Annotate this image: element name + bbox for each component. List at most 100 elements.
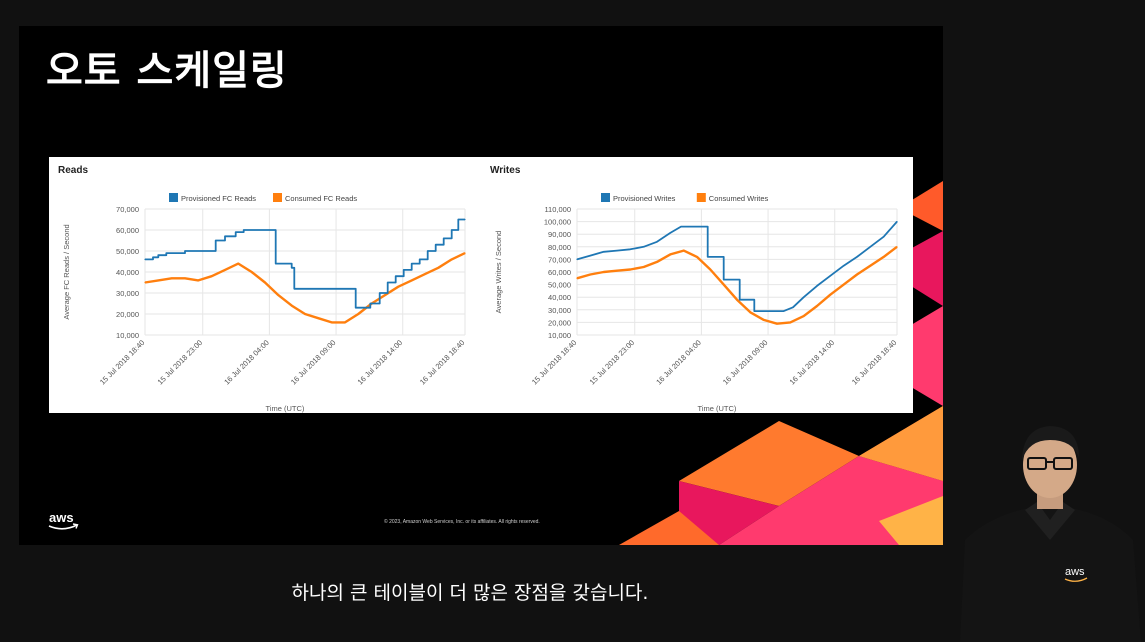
data-point [443,237,445,239]
glasses-left-lens [1027,457,1047,470]
aws-logo: aws [48,510,79,530]
decor-shape-1 [899,181,943,231]
data-point [883,256,885,258]
data-point [291,305,293,307]
data-point [277,294,279,296]
series-line-consumed [576,245,898,325]
legend-swatch [601,193,610,202]
presenter-collar [1025,502,1075,540]
writes-chart: Writes Provisioned Writes Consumed Writes 1… [490,165,899,413]
data-point [683,249,685,252]
data-point [293,267,295,269]
copyright-text: © 2023, Amazon Web Services, Inc. or its… [384,519,540,525]
charts-panel: Reads Provisioned FC Reads Consumed FC Rea… [49,157,913,413]
y-tick-label: 20,000 [116,310,139,319]
glasses-right-lens [1053,457,1073,470]
data-point [776,323,778,325]
data-point [753,299,755,301]
data-point [369,302,371,305]
data-point [451,258,453,260]
x-tick-label: 16 Jul 2018 18:40 [850,338,899,387]
data-point [783,310,785,312]
data-point [224,239,226,242]
presenter-shirt [960,505,1141,642]
data-point [680,226,682,228]
data-point [883,236,885,238]
shirt-logo-smile-icon [1064,577,1088,582]
aws-smile-icon [48,524,78,530]
data-point [464,252,466,254]
data-point [739,299,741,301]
legend-swatch [169,193,178,202]
data-point [165,252,167,254]
data-point [843,284,845,286]
legend-swatch [696,193,706,202]
data-point [211,275,213,277]
data-point [603,251,605,253]
y-tick-label: 50,000 [116,247,139,256]
data-point [589,255,591,257]
series-line-provisioned [145,218,465,309]
data-point [224,269,226,271]
data-point [184,252,186,254]
data-point [709,268,711,271]
data-point [643,266,645,268]
legend-label: Provisioned FC Reads [181,194,256,203]
data-point [379,292,381,294]
data-point [829,294,831,296]
y-axis-label: Average Writes / Second [494,231,503,314]
data-point [896,221,898,223]
data-point [275,263,277,265]
data-point [243,231,245,233]
y-tick-label: 50,000 [548,281,571,290]
data-point [896,246,898,248]
data-point [344,321,346,323]
data-point [184,277,186,279]
data-point [379,302,381,305]
data-point [816,285,818,287]
reads-chart: Reads Provisioned FC Reads Consumed FC Rea… [58,165,466,413]
y-tick-label: 10,000 [116,331,139,340]
data-point [387,292,389,294]
data-point [419,258,421,260]
data-point [603,271,605,273]
data-point [397,286,399,288]
y-tick-label: 70,000 [548,255,571,264]
data-point [856,256,858,258]
x-tick-label: 16 Jul 2018 09:00 [289,338,338,387]
data-point [707,226,709,228]
data-point [403,275,405,277]
y-tick-label: 30,000 [548,306,571,315]
y-tick-label: 80,000 [548,243,571,252]
data-point [451,237,453,239]
legend-label: Provisioned Writes [613,194,676,203]
data-point [355,288,357,290]
data-point [616,249,618,252]
data-point [357,313,359,315]
data-point [395,275,397,277]
data-point [576,277,578,279]
data-point [829,275,831,277]
data-point [427,258,429,260]
data-point [157,254,159,256]
video-subtitle: 하나의 큰 테이블이 더 많은 장점을 갖습니다. [291,582,649,604]
data-point [457,218,459,221]
y-tick-label: 90,000 [548,230,571,239]
data-point [656,241,658,243]
data-point [144,258,146,260]
data-point [451,229,453,231]
y-tick-label: 70,000 [116,205,139,214]
shirt-logo-text: aws [1065,566,1085,578]
data-point [157,256,159,258]
data-point [723,284,725,286]
data-point [792,306,794,308]
x-tick-label: 16 Jul 2018 09:00 [721,338,770,387]
y-axis-label: Average FC Reads / Second [62,224,71,319]
x-tick-label: 15 Jul 2018 23:00 [156,338,205,387]
data-point [803,296,805,298]
data-point [656,261,658,263]
y-tick-label: 40,000 [116,268,139,277]
data-point [237,263,239,265]
data-point [789,321,791,323]
data-point [291,263,293,265]
